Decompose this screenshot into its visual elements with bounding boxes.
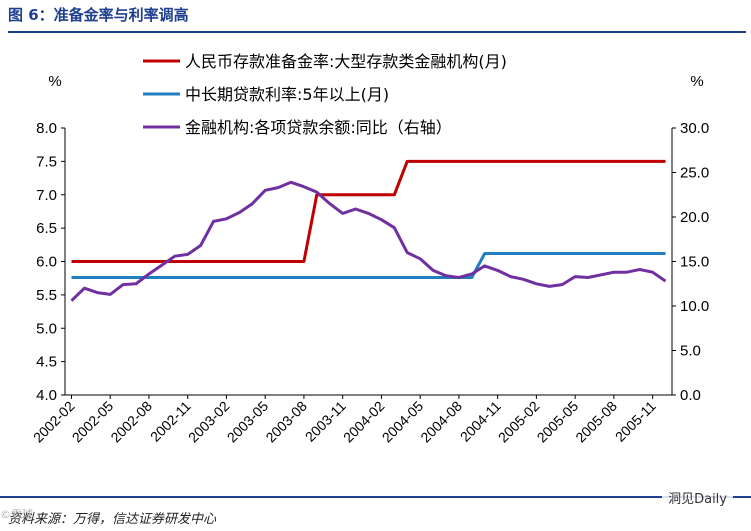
legend-label-1: 人民币存款准备金率:大型存款类金融机构(月) <box>185 52 507 71</box>
y-right-tick-label: 20.0 <box>680 209 709 226</box>
figure-title: 图 6：准备金率与利率调高 <box>8 6 189 24</box>
x-tick-label: 2002-05 <box>69 398 117 446</box>
y-left-tick-label: 4.0 <box>36 387 57 404</box>
source-note: 资料来源：万得，信达证券研发中心 <box>8 512 217 527</box>
watermark-badge: 洞见Daily <box>662 486 733 509</box>
x-tick-label: 2003-11 <box>302 398 349 445</box>
y-left-tick-label: 8.0 <box>36 120 57 137</box>
x-tick-label: 2004-08 <box>417 398 465 446</box>
x-tick-label: 2002-11 <box>147 398 194 445</box>
x-tick-label: 2004-11 <box>457 398 504 445</box>
y-left-tick-label: 6.5 <box>36 220 57 237</box>
x-tick-label: 2003-05 <box>224 398 272 446</box>
x-tick-label: 2002-02 <box>30 398 78 446</box>
series-line-1 <box>71 159 666 263</box>
y-right-tick-label: 0.0 <box>680 387 701 404</box>
series-line-2 <box>71 252 666 279</box>
y-right-tick-label: 25.0 <box>680 165 709 182</box>
y-left-tick-label: 5.5 <box>36 287 57 304</box>
series-line-3 <box>70 180 667 302</box>
corner-watermark: ©雪球 <box>0 508 33 521</box>
x-tick-label: 2005-02 <box>495 398 543 446</box>
x-tick-label: 2003-08 <box>262 398 310 446</box>
x-tick-label: 2003-02 <box>185 398 233 446</box>
series-layer <box>70 159 667 302</box>
y-left-tick-label: 7.5 <box>36 153 57 170</box>
y-left-tick-label: 5.0 <box>36 320 57 337</box>
bottom-rule <box>0 496 751 498</box>
title-rule <box>8 31 746 33</box>
y-right-unit: % <box>690 73 703 90</box>
chart-legend: 人民币存款准备金率:大型存款类金融机构(月) 中长期贷款利率:5年以上(月) 金融机… <box>143 52 507 137</box>
x-tick-label: 2002-08 <box>107 398 155 446</box>
y-right-tick-label: 30.0 <box>680 120 709 137</box>
line-chart: 4.0 4.5 5.0 5.5 6.0 6.5 7.0 7.5 8.0 0.0 5.0 10.0 15.… <box>30 52 709 446</box>
x-tick-label: 2005-08 <box>572 398 620 446</box>
x-tick-label: 2005-11 <box>612 398 659 445</box>
y-left-tick-label: 4.5 <box>36 354 57 371</box>
y-left-tick-label: 7.0 <box>36 187 57 204</box>
legend-label-3: 金融机构:各项贷款余额:同比（右轴） <box>185 118 452 137</box>
y-right-tick-label: 5.0 <box>680 343 701 360</box>
x-tick-label: 2004-02 <box>340 398 388 446</box>
y-right-tick-label: 15.0 <box>680 254 709 271</box>
y-left-tick-label: 6.0 <box>36 254 57 271</box>
y-right-tick-label: 10.0 <box>680 298 709 315</box>
x-tick-label: 2005-05 <box>534 398 582 446</box>
x-tick-label: 2004-05 <box>379 398 427 446</box>
legend-label-2: 中长期贷款利率:5年以上(月) <box>185 85 389 104</box>
y-left-unit: % <box>48 73 61 90</box>
